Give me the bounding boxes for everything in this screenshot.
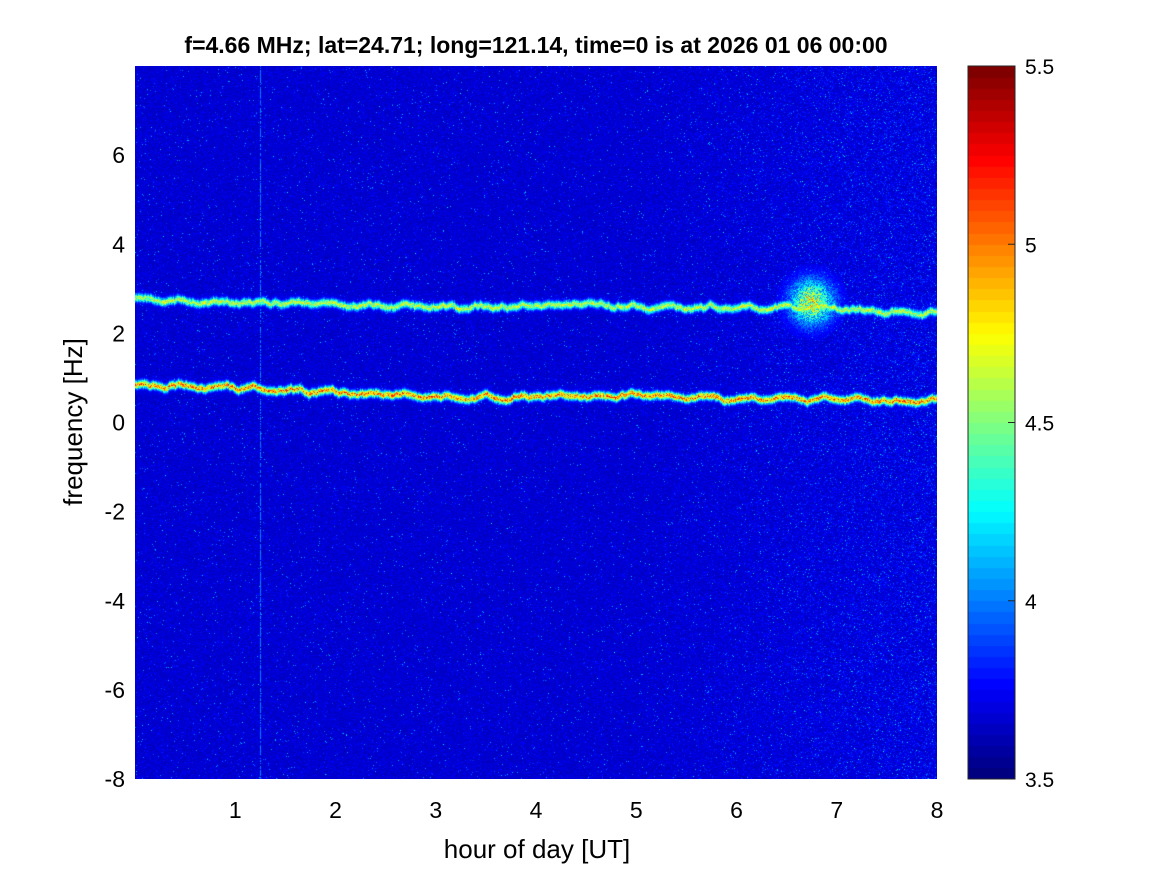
- y-tick-label: 6: [112, 142, 125, 168]
- x-tick-label: 6: [730, 797, 743, 823]
- y-tick-label: -2: [105, 499, 125, 525]
- x-tick-label: 2: [329, 797, 342, 823]
- chart-title: f=4.66 MHz; lat=24.71; long=121.14, time…: [184, 32, 887, 58]
- x-tick-label: 3: [429, 797, 442, 823]
- y-axis-ticks: -8 -6 -4 -2 0 2 4 6: [105, 142, 126, 792]
- colorbar: [967, 65, 1016, 780]
- y-tick-label: 4: [112, 231, 125, 257]
- colorbar-tick-label: 4.5: [1025, 413, 1054, 436]
- y-tick-label: -6: [105, 677, 125, 703]
- colorbar-tick-label: 5: [1025, 234, 1037, 257]
- x-tick-label: 5: [630, 797, 643, 823]
- y-tick-label: -8: [105, 766, 125, 792]
- colorbar-tick-label: 5.5: [1025, 56, 1054, 79]
- colorbar-tick-label: 3.5: [1025, 769, 1054, 792]
- x-tick-label: 1: [229, 797, 242, 823]
- y-tick-label: -4: [105, 588, 126, 614]
- x-axis-label: hour of day [UT]: [444, 834, 630, 864]
- y-tick-label: 2: [112, 320, 125, 346]
- y-tick-label: 0: [112, 410, 125, 436]
- spectrogram-heatmap: [135, 66, 937, 779]
- colorbar-ticks: 3.5 4 4.5 5 5.5: [1008, 56, 1054, 792]
- colorbar-gradient: [968, 66, 1015, 779]
- plot-area: [135, 66, 937, 779]
- x-tick-label: 8: [931, 797, 944, 823]
- colorbar-tick-label: 4: [1025, 591, 1037, 614]
- y-axis-label: frequency [Hz]: [58, 338, 88, 506]
- x-tick-label: 4: [530, 797, 543, 823]
- x-axis-ticks: 1 2 3 4 5 6 7 8: [229, 797, 944, 823]
- x-tick-label: 7: [830, 797, 843, 823]
